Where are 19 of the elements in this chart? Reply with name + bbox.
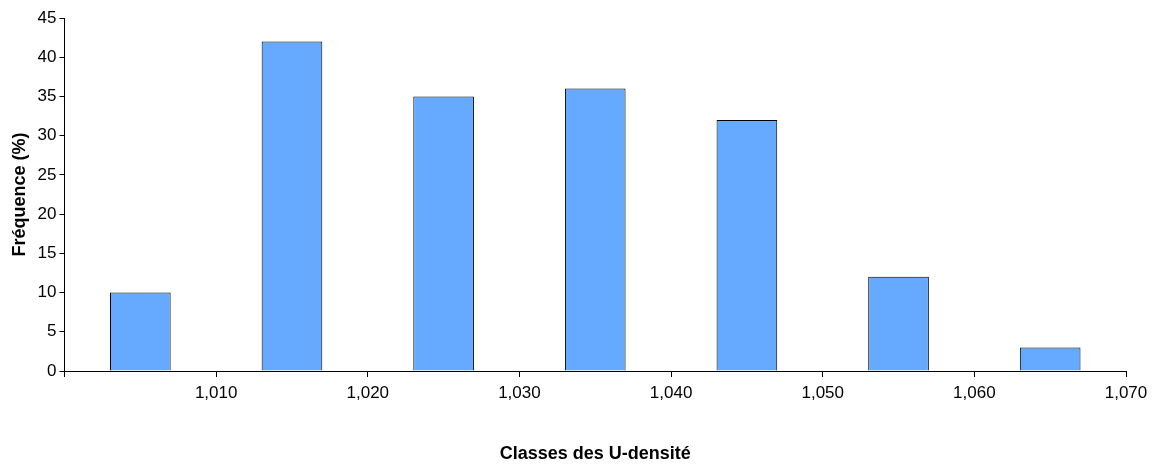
y-tick-label: 25	[37, 164, 57, 184]
x-tick-label: 1,010	[194, 382, 238, 402]
y-tick-label: 30	[37, 125, 57, 145]
y-tick-label: 35	[37, 86, 57, 106]
x-tick-label: 1,050	[801, 382, 844, 402]
y-tick-label: 45	[37, 7, 57, 27]
y-tick-label: 10	[37, 282, 57, 302]
y-tick-label: 15	[37, 243, 57, 263]
x-tick-label: 1,060	[953, 382, 996, 402]
y-tick-label: 0	[47, 360, 57, 380]
y-tick-label: 20	[37, 203, 57, 223]
x-tick-label: 1,030	[498, 382, 541, 402]
y-tick-label: 5	[47, 321, 57, 341]
x-axis-title: Classes des U-densité	[499, 443, 691, 464]
x-tick-label: 1,020	[346, 382, 390, 402]
y-axis-title: Fréquence (%)	[8, 132, 29, 257]
x-tick-label: 1,040	[649, 382, 693, 402]
x-tick-label: 1,070	[1104, 382, 1148, 402]
y-tick-label: 40	[37, 46, 57, 66]
